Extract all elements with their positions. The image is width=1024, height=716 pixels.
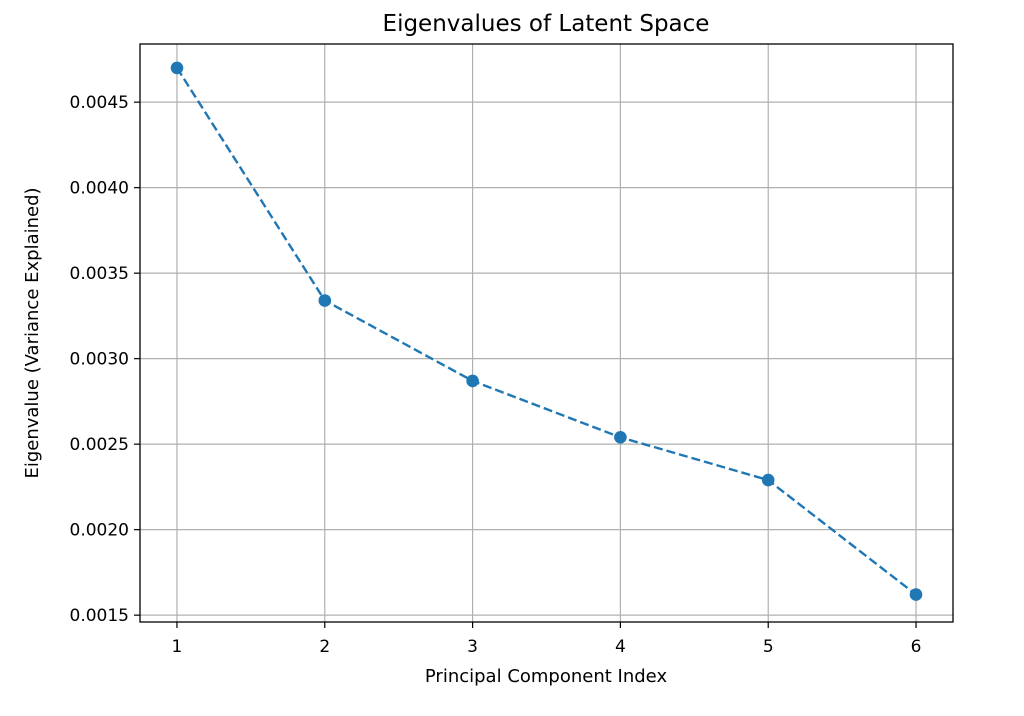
data-point bbox=[466, 374, 479, 388]
x-tick-label: 1 bbox=[172, 637, 183, 657]
data-point bbox=[170, 61, 184, 75]
x-axis-label: Principal Component Index bbox=[425, 666, 668, 687]
chart-title: Eigenvalues of Latent Space bbox=[383, 11, 710, 37]
y-tick-label: 0.0020 bbox=[70, 521, 129, 541]
y-tick-label: 0.0030 bbox=[70, 350, 129, 370]
y-tick-label: 0.0025 bbox=[70, 435, 129, 455]
y-tick-label: 0.0015 bbox=[70, 606, 129, 626]
x-tick-label: 3 bbox=[467, 637, 478, 657]
data-series bbox=[170, 61, 923, 601]
y-tick-label: 0.0040 bbox=[70, 179, 129, 199]
x-tick-label: 6 bbox=[911, 637, 922, 657]
y-tick-label: 0.0035 bbox=[70, 264, 129, 284]
x-tick-label: 5 bbox=[763, 637, 774, 657]
data-point bbox=[614, 431, 627, 444]
x-tick-label: 2 bbox=[319, 637, 330, 657]
data-point bbox=[318, 294, 332, 307]
axis-ticks: 1 2 3 4 5 6 0.0015 0.0020 0.0025 0.0030 0.0035 0.00… bbox=[70, 93, 922, 657]
data-point bbox=[909, 588, 923, 601]
data-point bbox=[761, 473, 775, 487]
series-line bbox=[175, 67, 917, 596]
plot-area-frame bbox=[139, 43, 954, 623]
grid-lines bbox=[140, 44, 953, 622]
y-tick-label: 0.0045 bbox=[70, 93, 129, 113]
y-axis-label: Eigenvalue (Variance Explained) bbox=[22, 187, 43, 478]
x-tick-label: 4 bbox=[615, 637, 626, 657]
